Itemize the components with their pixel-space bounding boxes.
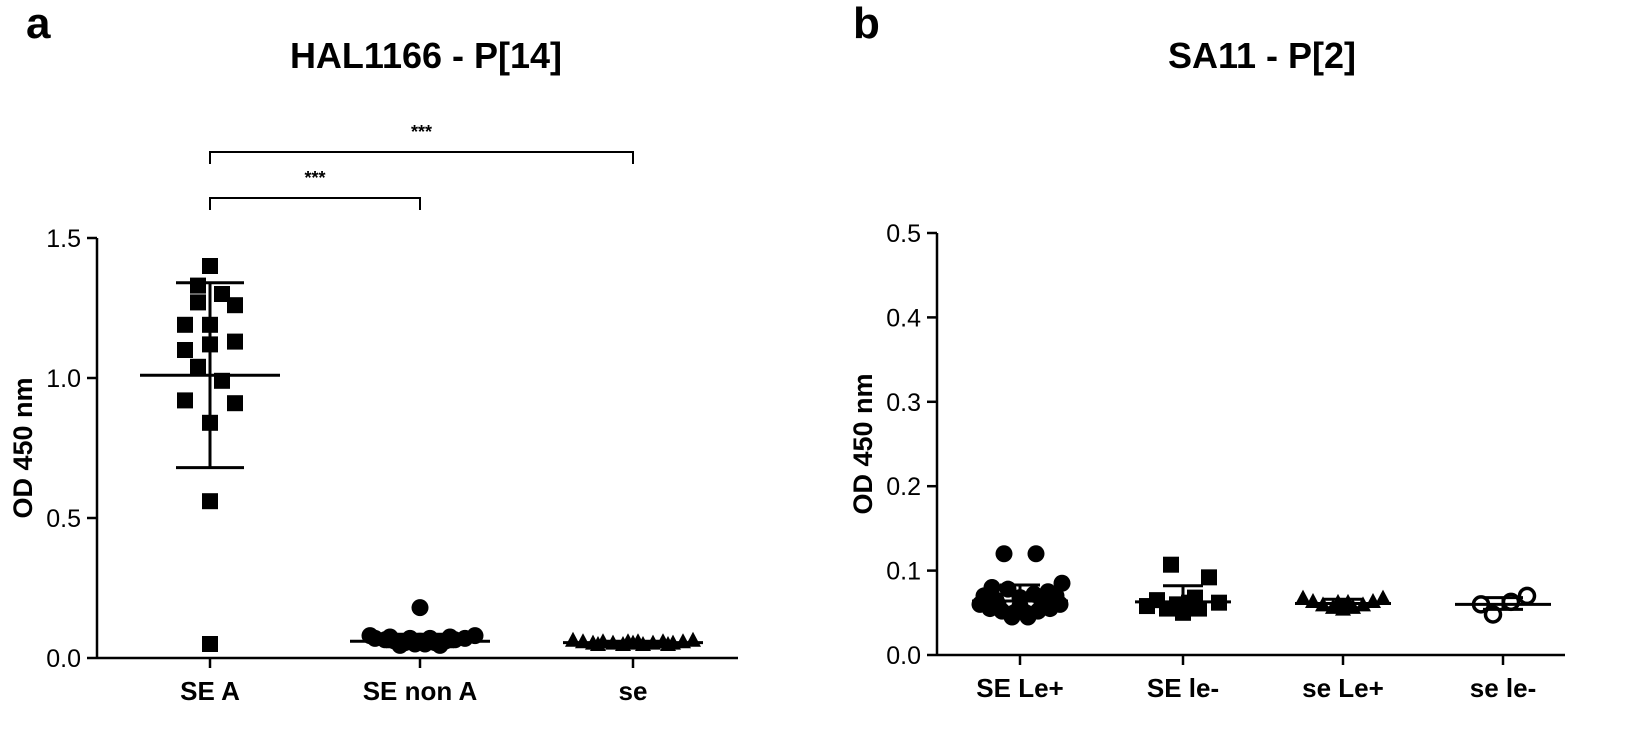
- data-point-open-circle: [1517, 586, 1537, 606]
- significance-label: ***: [304, 168, 325, 188]
- data-point-triangle: [575, 633, 591, 649]
- x-tick-label: SE non A: [363, 676, 478, 706]
- x-tick-label: se le-: [1470, 673, 1537, 703]
- data-point-square: [227, 395, 243, 412]
- x-tick-label: se: [619, 676, 648, 706]
- significance-bracket: [209, 151, 634, 164]
- panel-a: a HAL1166 - P[14] OD 450 nm 0.0 0.5 1.0 1.5…: [8, 0, 738, 706]
- panel-b: b SA11 - P[2] OD 450 nm 0.00.10.20.30.40…: [848, 0, 1565, 703]
- panel-a-title: HAL1166 - P[14]: [290, 35, 562, 76]
- data-point-square: [214, 286, 230, 302]
- x-tick-label: SE Le+: [976, 673, 1063, 703]
- significance-label: ***: [411, 122, 432, 142]
- x-tick-label: se Le+: [1302, 673, 1384, 703]
- y-tick-label: 0.2: [886, 473, 921, 501]
- data-point-square: [202, 258, 218, 274]
- data-point-square: [177, 342, 193, 358]
- data-point-square: [177, 316, 193, 333]
- panel-a-letter: a: [26, 0, 51, 48]
- y-tick-label: 0.5: [886, 220, 921, 248]
- panel-b-y-axis-label: OD 450 nm: [848, 373, 878, 514]
- data-point-circle: [1027, 545, 1045, 563]
- y-tick-label: 0.0: [886, 642, 921, 670]
- data-point-square: [1201, 569, 1217, 586]
- y-tick-label: 0.1: [886, 558, 921, 586]
- data-point-square: [227, 297, 243, 314]
- data-point-triangle: [1295, 589, 1311, 605]
- data-point-square: [202, 493, 218, 510]
- panel-a-axes: 0.0 0.5 1.0 1.5 SE A SE non A se: [46, 225, 738, 706]
- panel-a-marks: *** ***: [140, 122, 703, 654]
- data-point-square: [177, 392, 193, 409]
- y-tick-label: 0.0: [46, 645, 81, 673]
- panel-b-axes: 0.0 0.1 0.2 0.3 0.4 0.5 SE Le+ SE le-se Le+ se l…: [886, 220, 1565, 703]
- significance-bracket: [209, 197, 421, 210]
- panel-a-y-axis-label: OD 450 nm: [8, 377, 38, 518]
- data-point-circle: [995, 545, 1013, 563]
- panel-b-title: SA11 - P[2]: [1168, 35, 1356, 76]
- y-tick-label: 1.0: [46, 365, 81, 393]
- data-point-circle: [989, 595, 1007, 613]
- panel-b-marks: [971, 545, 1551, 626]
- data-point-triangle: [685, 631, 701, 647]
- data-point-square: [190, 358, 206, 375]
- x-tick-label: SE A: [180, 676, 240, 706]
- data-point-square: [190, 294, 206, 311]
- y-tick-label: 1.5: [46, 225, 81, 253]
- data-point-square: [214, 372, 230, 389]
- data-point-square: [202, 636, 218, 652]
- y-tick-label: 0.5: [46, 505, 81, 533]
- x-tick-label: SE le-: [1147, 673, 1219, 703]
- data-point-square: [190, 277, 206, 294]
- y-tick-label: 0.4: [886, 304, 921, 332]
- panel-b-letter: b: [853, 0, 880, 48]
- data-point-circle: [411, 599, 429, 617]
- data-point-circle: [1033, 594, 1051, 612]
- data-point-square: [227, 333, 243, 350]
- data-point-circle: [456, 629, 474, 647]
- data-point-square: [1163, 556, 1179, 573]
- data-point-circle: [1053, 574, 1071, 592]
- y-tick-label: 0.3: [886, 389, 921, 417]
- data-point-triangle: [1375, 589, 1391, 605]
